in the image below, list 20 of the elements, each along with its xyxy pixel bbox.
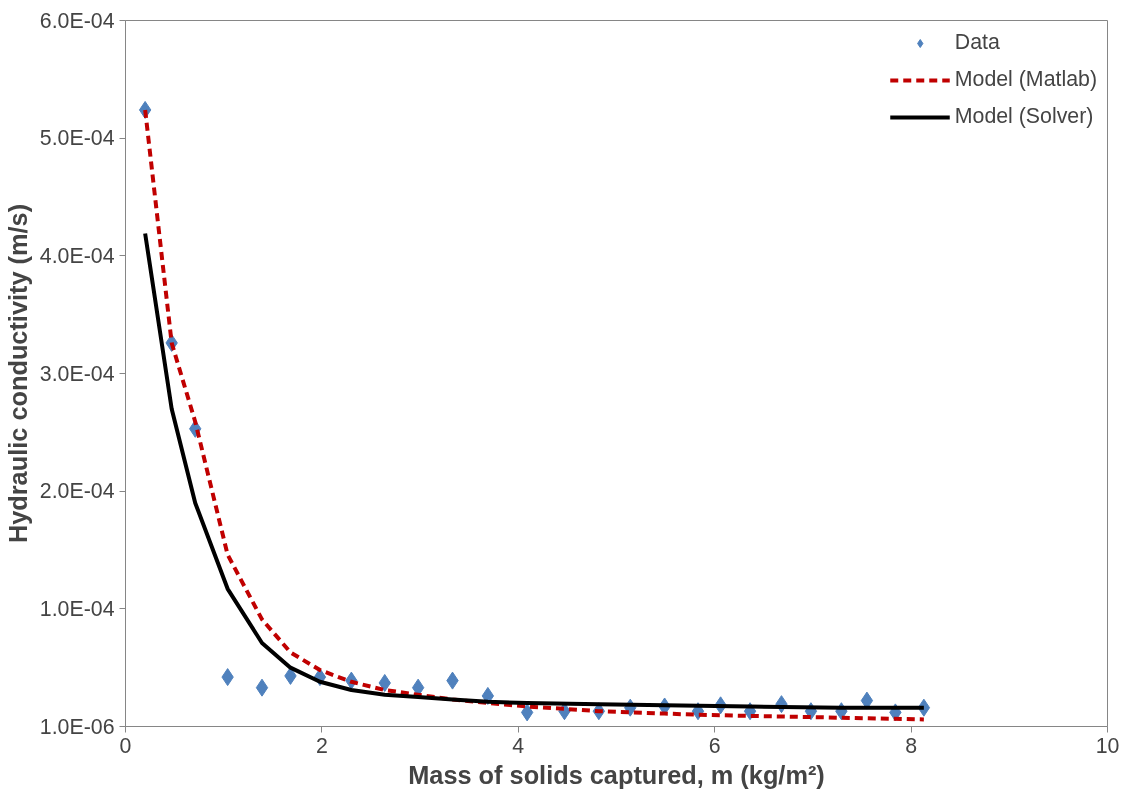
x-tick-label: 0 — [119, 733, 132, 758]
y-tick-label: 2.0E-04 — [39, 479, 115, 504]
x-tick-label: 4 — [512, 733, 525, 758]
y-tick-label: 4.0E-04 — [39, 243, 115, 268]
x-tick-label: 6 — [708, 733, 721, 758]
y-tick-label: 3.0E-04 — [39, 361, 115, 386]
x-tick-label: 8 — [905, 733, 918, 758]
x-tick-label: 10 — [1095, 733, 1120, 758]
legend-label: Model (Matlab) — [954, 67, 1097, 92]
y-tick-label: 1.0E-04 — [39, 596, 115, 621]
legend-label: Model (Solver) — [954, 104, 1094, 129]
legend-label: Data — [954, 30, 1000, 55]
y-axis-title: Hydraulic conductivity (m/s) — [3, 203, 32, 544]
y-tick-label: 5.0E-04 — [39, 126, 115, 151]
y-tick-label: 1.0E-06 — [39, 714, 115, 739]
y-tick-label: 6.0E-04 — [39, 8, 115, 33]
x-tick-label: 2 — [315, 733, 328, 758]
point — [520, 703, 534, 722]
x-axis-title: Mass of solids captured, m (kg/m²) — [408, 760, 825, 789]
point — [255, 678, 269, 697]
